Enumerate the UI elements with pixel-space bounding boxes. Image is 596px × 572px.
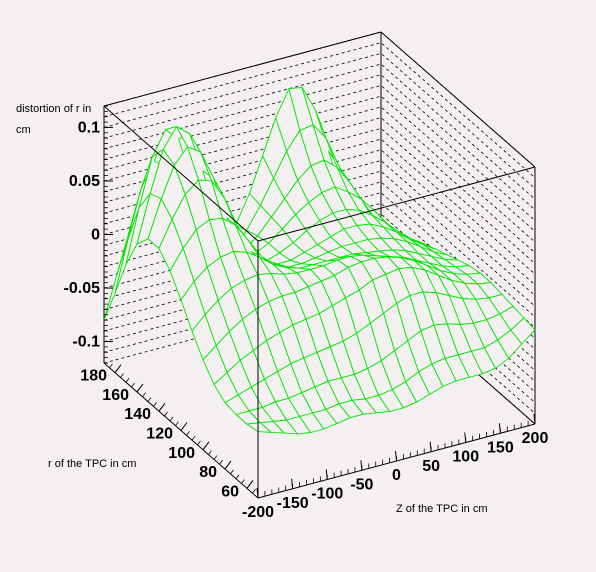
y-minor-tick (125, 378, 130, 383)
y-minor-tick (241, 479, 245, 484)
z-tick-label: 0 (91, 227, 100, 244)
box-frame-front (103, 105, 536, 498)
y-tick-label: 120 (146, 426, 173, 443)
y-minor-tick (120, 373, 124, 378)
y-minor-tick (147, 397, 152, 402)
y-tick-label: 140 (124, 406, 151, 423)
y-minor-tick (252, 488, 256, 494)
y-minor-tick (191, 435, 196, 441)
y-minor-tick (224, 464, 229, 470)
y-minor-tick (153, 402, 157, 407)
y-minor-tick (213, 455, 218, 460)
y-minor-tick (131, 382, 135, 388)
y-tick-label: 80 (199, 464, 217, 481)
x-tick (533, 413, 536, 425)
box-edge (380, 31, 536, 168)
y-minor-tick (246, 484, 251, 489)
box-edge (257, 166, 536, 242)
y-minor-tick (169, 416, 174, 422)
surface-cell (114, 206, 140, 294)
y-minor-tick (158, 406, 163, 412)
y-minor-tick (142, 392, 146, 397)
z-tick-label: 0.05 (69, 173, 100, 190)
z-axis-title-line1: distortion of r in (16, 103, 91, 115)
x-tick-label: -100 (311, 486, 343, 503)
y-minor-tick (109, 363, 113, 369)
surface-cell (510, 317, 536, 345)
y-minor-tick (208, 450, 212, 455)
surface-mesh (103, 86, 536, 435)
x-tick (256, 487, 259, 499)
z-tick-label: -0.05 (64, 280, 101, 297)
x-tick-label: -50 (350, 476, 373, 493)
y-tick-label: 100 (168, 445, 195, 462)
y-minor-tick (230, 469, 234, 475)
y-minor-tick (180, 426, 185, 431)
y-minor-tick (235, 474, 240, 479)
tick-labels: -0.1-0.0500.050.16080100120140160180-200… (64, 119, 549, 521)
y-tick-label: 180 (80, 368, 107, 385)
z-tick-label: 0.1 (78, 119, 100, 136)
x-tick-label: 0 (392, 467, 401, 484)
axis-ticks (104, 105, 536, 499)
box-edge (103, 31, 382, 107)
z-axis-title-line2: cm (16, 124, 31, 136)
x-tick-label: -200 (242, 504, 274, 521)
y-minor-tick (175, 421, 179, 426)
x-tick-label: -150 (277, 495, 309, 512)
x-tick-label: 200 (522, 430, 549, 447)
y-minor-tick (202, 445, 207, 451)
y-tick-label: 160 (102, 387, 129, 404)
z-tick-label: -0.1 (72, 334, 100, 351)
y-axis-title: r of the TPC in cm (48, 458, 136, 470)
x-tick-label: 50 (422, 458, 440, 475)
y-minor-tick (164, 411, 168, 417)
x-axis-title: Z of the TPC in cm (396, 503, 488, 515)
y-minor-tick (197, 440, 201, 446)
box-edge (103, 105, 259, 242)
y-tick-label: 60 (221, 483, 239, 500)
y-minor-tick (136, 387, 141, 393)
y-minor-tick (186, 431, 190, 436)
x-tick-label: 100 (452, 449, 479, 466)
y-minor-tick (114, 368, 119, 373)
x-tick-label: 150 (487, 439, 514, 456)
y-minor-tick (219, 460, 223, 465)
